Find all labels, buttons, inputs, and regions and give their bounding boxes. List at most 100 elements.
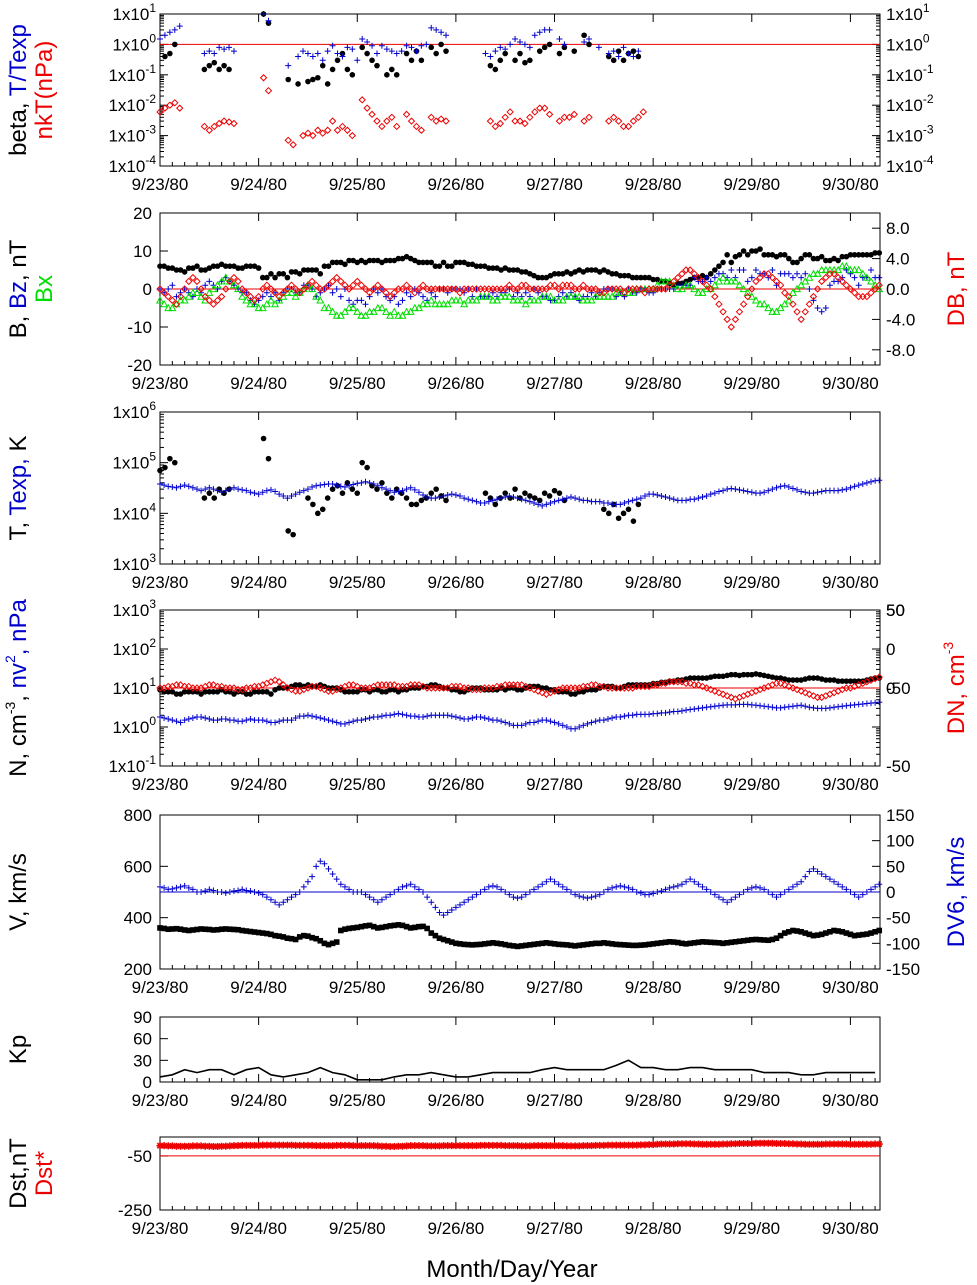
data-point bbox=[720, 487, 727, 494]
x-tick-label: 9/28/80 bbox=[625, 374, 682, 393]
data-point bbox=[448, 1142, 456, 1150]
data-point bbox=[210, 887, 217, 894]
x-tick-label: 9/30/80 bbox=[822, 374, 879, 393]
data-point bbox=[541, 490, 548, 496]
data-point bbox=[465, 896, 472, 903]
data-point bbox=[757, 936, 763, 943]
data-point bbox=[276, 491, 283, 498]
data-point bbox=[440, 1142, 448, 1150]
data-point bbox=[310, 501, 316, 508]
data-point bbox=[308, 284, 317, 293]
data-point bbox=[399, 883, 406, 890]
data-point bbox=[744, 937, 751, 944]
data-point bbox=[855, 932, 862, 938]
data-point bbox=[581, 32, 587, 39]
data-point bbox=[517, 296, 526, 304]
data-point bbox=[546, 281, 555, 289]
data-point bbox=[814, 305, 821, 311]
data-point bbox=[507, 41, 514, 48]
data-point bbox=[321, 481, 328, 488]
data-point bbox=[428, 289, 435, 296]
data-point bbox=[359, 36, 366, 43]
data-point bbox=[349, 303, 358, 312]
data-point bbox=[418, 57, 425, 64]
data-point bbox=[198, 691, 204, 697]
data-point bbox=[527, 493, 533, 499]
x-tick-label: 9/27/80 bbox=[526, 175, 583, 194]
data-point bbox=[457, 259, 463, 266]
data-point bbox=[247, 263, 254, 270]
data-point bbox=[629, 886, 636, 893]
data-point bbox=[390, 1142, 398, 1150]
data-point bbox=[217, 292, 226, 301]
data-point bbox=[535, 883, 542, 890]
data-point bbox=[176, 681, 185, 689]
data-point bbox=[546, 292, 555, 300]
data-point bbox=[702, 281, 711, 289]
data-point bbox=[407, 881, 414, 888]
data-point bbox=[781, 1139, 789, 1147]
data-point bbox=[555, 117, 564, 125]
data-point bbox=[292, 682, 299, 688]
data-point bbox=[411, 883, 418, 890]
data-point bbox=[221, 62, 227, 69]
data-point bbox=[559, 496, 566, 503]
data-point bbox=[161, 688, 167, 695]
data-point bbox=[682, 266, 690, 274]
data-point bbox=[707, 939, 714, 946]
data-point bbox=[275, 678, 283, 686]
data-point bbox=[785, 1140, 793, 1148]
data-point bbox=[662, 494, 669, 501]
data-point bbox=[374, 899, 381, 906]
data-point bbox=[572, 495, 579, 502]
x-axis-title: Month/Day/Year bbox=[426, 1256, 597, 1283]
data-point bbox=[366, 479, 373, 486]
y-tick-label-right: 1x100 bbox=[886, 31, 930, 54]
data-point bbox=[383, 894, 390, 901]
data-point bbox=[189, 715, 196, 722]
data-point bbox=[317, 858, 324, 865]
data-point bbox=[826, 704, 833, 711]
data-point bbox=[185, 265, 192, 271]
data-point bbox=[751, 296, 760, 304]
data-point bbox=[168, 303, 177, 312]
data-point bbox=[490, 940, 496, 946]
data-point bbox=[806, 704, 813, 711]
data-point bbox=[625, 942, 632, 948]
data-point bbox=[510, 494, 517, 501]
data-point bbox=[211, 495, 218, 501]
data-point bbox=[210, 688, 217, 695]
data-point bbox=[157, 714, 163, 721]
data-point bbox=[797, 1140, 805, 1148]
data-point bbox=[748, 274, 755, 281]
data-point bbox=[801, 277, 810, 285]
data-point bbox=[699, 494, 706, 501]
data-point bbox=[411, 286, 418, 292]
data-point bbox=[809, 269, 818, 277]
data-point bbox=[522, 682, 530, 691]
data-point bbox=[259, 930, 266, 936]
data-point bbox=[575, 1142, 583, 1150]
data-point bbox=[260, 11, 267, 17]
panel-beta: 1x1011x1001x10-11x10-21x10-31x10-41x1011… bbox=[5, 1, 934, 194]
data-point bbox=[588, 289, 595, 296]
data-point bbox=[358, 479, 365, 486]
y-tick-label-right: 1x10-3 bbox=[886, 123, 934, 146]
data-point bbox=[699, 938, 706, 945]
data-point bbox=[868, 886, 875, 893]
data-point bbox=[435, 1142, 443, 1150]
data-point bbox=[761, 937, 767, 943]
data-point bbox=[834, 273, 842, 282]
data-point bbox=[420, 923, 426, 930]
data-point bbox=[658, 887, 665, 894]
data-point bbox=[304, 129, 312, 137]
data-point bbox=[561, 41, 568, 48]
y-tick-label-right: 1x10-4 bbox=[886, 153, 934, 176]
data-point bbox=[395, 710, 402, 717]
y-tick-label-right: 50 bbox=[886, 601, 905, 620]
data-point bbox=[403, 495, 410, 501]
data-point bbox=[810, 297, 817, 304]
data-point bbox=[551, 487, 558, 494]
data-point bbox=[531, 499, 538, 506]
data-point bbox=[744, 488, 751, 495]
